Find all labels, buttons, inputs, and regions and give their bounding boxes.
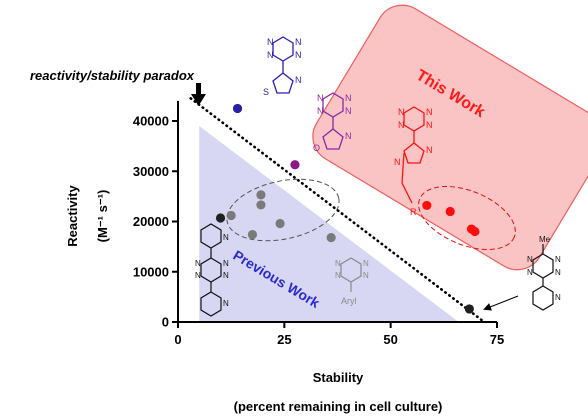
svg-text:N: N (223, 233, 229, 242)
data-point (256, 190, 266, 200)
svg-text:N: N (555, 255, 561, 264)
svg-text:N: N (295, 50, 302, 60)
svg-text:N: N (426, 107, 433, 117)
svg-text:N: N (398, 120, 405, 130)
svg-text:N: N (363, 259, 369, 268)
x-tick-label: 25 (277, 332, 291, 347)
x-tick-label: 0 (174, 332, 181, 347)
this-work-region (312, 4, 588, 271)
x-axis-subtitle: (percent remaining in cell culture) (234, 399, 443, 414)
thiazolyl-tetrazine-structure: N N N N N S (263, 36, 302, 97)
svg-text:N: N (426, 120, 433, 130)
data-point (326, 232, 336, 243)
svg-text:N: N (426, 145, 433, 155)
svg-text:N: N (345, 131, 352, 141)
data-points (215, 103, 480, 314)
axes: 0 10000 20000 30000 40000 0 25 50 75 (133, 100, 504, 347)
x-axis-title: Stability (313, 370, 364, 385)
svg-text:N: N (223, 299, 229, 308)
y-tick-label: 10000 (133, 264, 169, 279)
svg-text:R: R (410, 207, 417, 217)
pointer-arrow (483, 295, 519, 311)
data-point (290, 160, 300, 170)
y-tick-label: 20000 (133, 214, 169, 229)
y-tick-label: 40000 (133, 114, 169, 129)
svg-text:N: N (335, 271, 341, 280)
bipyridyl-tetrazine-structure: N N N N N N (195, 223, 229, 317)
svg-text:N: N (267, 50, 274, 60)
data-point (275, 218, 285, 229)
svg-text:N: N (555, 268, 561, 277)
data-point (422, 200, 432, 211)
svg-text:N: N (345, 93, 352, 103)
data-point (215, 213, 226, 223)
paradox-line (189, 97, 486, 324)
svg-text:N: N (398, 107, 405, 117)
paradox-label: reactivity/stability paradox (30, 68, 195, 83)
this-work-cluster-outline (418, 186, 516, 250)
imidazolyl-tetrazine-structure: N N N N N N R (394, 106, 433, 217)
y-axis-title: Reactivity (65, 185, 80, 247)
data-point (232, 103, 243, 114)
svg-text:N: N (527, 268, 533, 277)
svg-text:N: N (363, 271, 369, 280)
svg-text:Me: Me (539, 235, 551, 244)
svg-text:N: N (195, 259, 201, 268)
methyl-pyridyl-tetrazine-structure: Me N N N N N (527, 235, 561, 311)
svg-text:N: N (527, 255, 533, 264)
svg-text:N: N (223, 271, 229, 280)
data-point (256, 200, 266, 210)
y-tick-label: 0 (162, 315, 169, 330)
svg-text:N: N (335, 259, 341, 268)
svg-text:N: N (394, 157, 401, 167)
svg-text:O: O (313, 143, 320, 153)
svg-text:N: N (295, 75, 302, 85)
svg-text:N: N (267, 37, 274, 47)
svg-text:N: N (195, 271, 201, 280)
svg-text:N: N (345, 106, 352, 116)
svg-text:N: N (295, 37, 302, 47)
y-tick-label: 30000 (133, 164, 169, 179)
svg-text:N: N (317, 93, 324, 103)
x-tick-label: 50 (383, 332, 397, 347)
aryl-tetrazine-structure: N N N N Aryl (335, 257, 369, 306)
previous-work-cluster-outline (226, 178, 340, 242)
x-tick-label: 75 (490, 332, 504, 347)
svg-text:S: S (263, 87, 269, 97)
oxazolyl-tetrazine-structure: N N N N N O (313, 92, 352, 153)
svg-text:N: N (223, 259, 229, 268)
svg-text:N: N (317, 106, 324, 116)
data-point (445, 206, 455, 217)
previous-work-region (199, 126, 459, 323)
paradox-arrow-icon (191, 83, 206, 106)
data-point (470, 226, 480, 237)
svg-text:Aryl: Aryl (341, 296, 357, 306)
svg-text:N: N (555, 293, 561, 302)
data-point (464, 304, 474, 314)
data-point (247, 229, 258, 240)
data-point (226, 210, 236, 221)
y-axis-unit: (M⁻¹ s⁻¹) (95, 190, 110, 243)
